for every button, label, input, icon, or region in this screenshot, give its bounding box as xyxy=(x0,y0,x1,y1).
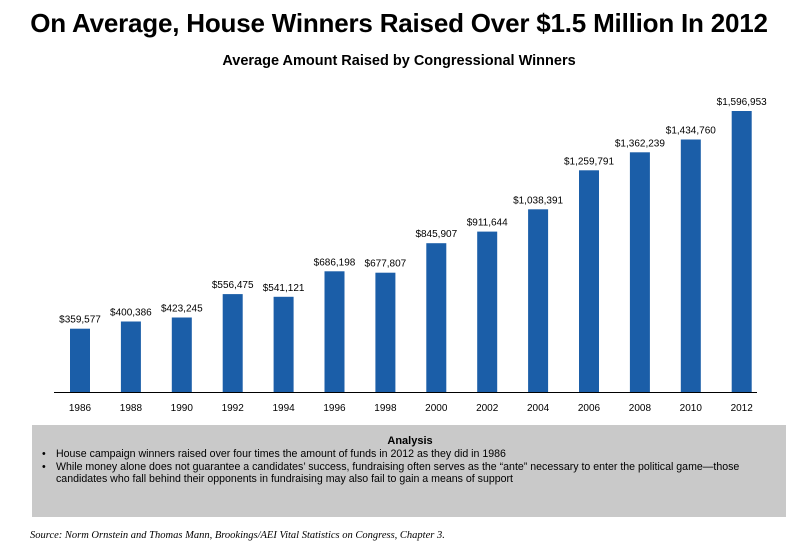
bar-1994 xyxy=(273,296,294,392)
bar-1996 xyxy=(324,271,345,392)
data-label-2004: $1,038,391 xyxy=(513,195,563,206)
data-label-1992: $556,475 xyxy=(212,280,254,291)
x-tick-label-1986: 1986 xyxy=(69,403,92,414)
x-tick-label-1990: 1990 xyxy=(171,403,194,414)
bar-1990 xyxy=(171,317,192,392)
x-tick-label-1996: 1996 xyxy=(323,403,346,414)
data-label-2000: $845,907 xyxy=(415,229,457,240)
bar-2004 xyxy=(528,209,549,392)
page-title: On Average, House Winners Raised Over $1… xyxy=(30,8,768,38)
data-label-2002: $911,644 xyxy=(467,218,508,229)
x-tick-label-1994: 1994 xyxy=(272,403,295,414)
data-label-2008: $1,362,239 xyxy=(615,138,665,149)
x-tick-label-2004: 2004 xyxy=(527,403,550,414)
data-label-2010: $1,434,760 xyxy=(666,126,716,137)
analysis-box: Analysis House campaign winners raised o… xyxy=(32,425,786,517)
bar-2012 xyxy=(731,111,752,392)
data-label-1988: $400,386 xyxy=(110,308,152,319)
bar-1992 xyxy=(222,294,243,392)
x-tick-label-2008: 2008 xyxy=(629,403,652,414)
bar-2008 xyxy=(629,152,650,392)
data-label-1998: $677,807 xyxy=(365,259,407,270)
bar-2000 xyxy=(426,243,447,392)
analysis-list: House campaign winners raised over four … xyxy=(40,448,780,486)
x-tick-label-2010: 2010 xyxy=(680,403,703,414)
x-tick-label-2006: 2006 xyxy=(578,403,601,414)
source-note: Source: Norm Ornstein and Thomas Mann, B… xyxy=(30,530,445,541)
x-tick-label-1992: 1992 xyxy=(222,403,245,414)
bar-1986 xyxy=(70,328,90,392)
bar-2002 xyxy=(477,231,498,392)
x-tick-label-2000: 2000 xyxy=(425,403,448,414)
bar-2006 xyxy=(579,170,599,392)
analysis-bullet: While money alone does not guarantee a c… xyxy=(40,461,780,487)
x-tick-label-1988: 1988 xyxy=(120,403,143,414)
bar-chart: $359,577 1986 $400,386 1988 $423,245 1990 $556… xyxy=(54,97,767,414)
data-label-1986: $359,577 xyxy=(59,315,101,326)
data-label-1996: $686,198 xyxy=(314,257,356,268)
bar-1998 xyxy=(375,272,396,392)
data-label-1994: $541,121 xyxy=(263,283,305,294)
x-tick-label-2002: 2002 xyxy=(476,403,499,414)
x-tick-label-1998: 1998 xyxy=(374,403,397,414)
data-label-2012: $1,596,953 xyxy=(717,97,767,108)
data-label-1990: $423,245 xyxy=(161,304,203,315)
analysis-bullet: House campaign winners raised over four … xyxy=(40,448,780,461)
data-label-2006: $1,259,791 xyxy=(564,156,614,167)
analysis-heading: Analysis xyxy=(387,435,433,447)
bar-2010 xyxy=(680,139,701,392)
bar-1988 xyxy=(120,321,141,392)
chart-title: Average Amount Raised by Congressional W… xyxy=(222,53,576,69)
x-tick-label-2012: 2012 xyxy=(731,403,754,414)
